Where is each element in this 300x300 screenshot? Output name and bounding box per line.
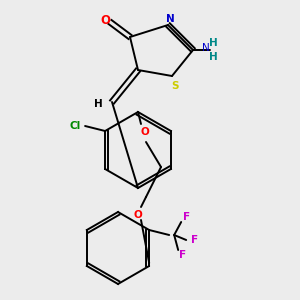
Text: O: O <box>141 127 149 137</box>
Text: H: H <box>208 38 217 48</box>
Text: N: N <box>202 43 210 53</box>
Text: F: F <box>190 235 198 245</box>
Text: N: N <box>166 14 174 24</box>
Text: Cl: Cl <box>70 121 81 131</box>
Text: H: H <box>208 52 217 62</box>
Text: O: O <box>134 210 142 220</box>
Text: F: F <box>178 250 186 260</box>
Text: H: H <box>94 99 102 109</box>
Text: F: F <box>183 212 190 222</box>
Text: S: S <box>171 81 179 91</box>
Text: O: O <box>100 14 110 26</box>
